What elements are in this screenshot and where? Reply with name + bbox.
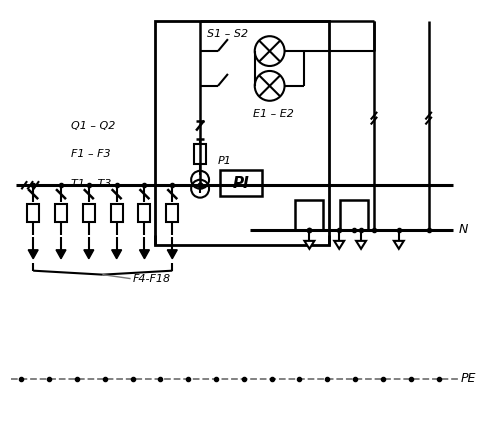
Bar — [156, 21, 329, 245]
Text: N: N — [458, 224, 468, 236]
Polygon shape — [394, 241, 404, 249]
Text: F4-F18: F4-F18 — [132, 274, 171, 284]
Polygon shape — [84, 250, 94, 259]
Text: P1: P1 — [218, 156, 232, 166]
Polygon shape — [304, 241, 314, 249]
Polygon shape — [356, 241, 366, 249]
Bar — [55, 204, 67, 222]
Bar — [296, 200, 324, 230]
Text: F1 – F3: F1 – F3 — [71, 150, 110, 159]
Polygon shape — [334, 241, 344, 249]
Bar — [27, 204, 39, 222]
Bar — [111, 204, 122, 222]
Text: PI: PI — [232, 176, 249, 191]
Bar — [83, 204, 95, 222]
Polygon shape — [140, 250, 149, 259]
Text: S1 – S2: S1 – S2 — [207, 29, 248, 39]
Polygon shape — [28, 250, 38, 259]
Text: Q1 – Q2: Q1 – Q2 — [71, 121, 115, 131]
Text: PE: PE — [460, 373, 476, 385]
Bar — [340, 200, 368, 230]
Bar — [220, 170, 262, 196]
Polygon shape — [112, 250, 121, 259]
Bar — [194, 144, 206, 165]
Text: E1 – E2: E1 – E2 — [253, 109, 294, 119]
Polygon shape — [56, 250, 66, 259]
Polygon shape — [168, 250, 177, 259]
Text: T1 – T3: T1 – T3 — [71, 179, 111, 189]
Bar — [166, 204, 178, 222]
Bar — [139, 204, 150, 222]
